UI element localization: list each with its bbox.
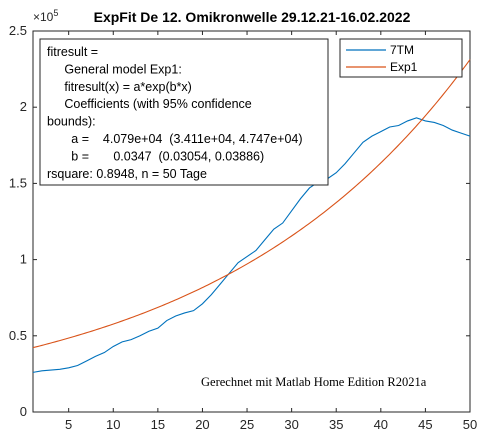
fit-result-box — [39, 38, 329, 186]
fit-result-line: Coefficients (with 95% confidence — [47, 97, 252, 111]
fit-result-line: General model Exp1: — [47, 62, 182, 76]
fit-result-line: fitresult(x) = a*exp(b*x) — [47, 80, 192, 94]
x-tick-label: 5 — [65, 417, 72, 432]
x-tick-label: 10 — [106, 417, 120, 432]
x-tick-label: 45 — [418, 417, 432, 432]
legend-label-exp1: Exp1 — [390, 60, 418, 74]
x-tick-label: 50 — [463, 417, 477, 432]
x-tick-label: 40 — [374, 417, 388, 432]
series-line-exp1 — [32, 59, 471, 349]
y-tick-label: 1 — [20, 252, 27, 267]
y-axis: 0 0.5 1 1.5 2 2.5 — [9, 23, 470, 419]
fit-result-text: fitresult = General model Exp1: fitresul… — [47, 45, 303, 181]
chart-title: ExpFit De 12. Omikronwelle 29.12.21-16.0… — [94, 9, 411, 25]
software-note: Gerechnet mit Matlab Home Edition R2021a — [201, 375, 427, 389]
x-tick-label: 25 — [240, 417, 254, 432]
x-axis: 5 10 15 20 25 30 35 40 45 50 — [65, 31, 477, 432]
y-tick-label: 2.5 — [9, 23, 27, 38]
series-line-7tm — [32, 117, 471, 373]
fit-result-line: fitresult = — [47, 45, 98, 59]
x-tick-label: 20 — [195, 417, 209, 432]
legend-box — [339, 38, 463, 78]
x-tick-label: 30 — [284, 417, 298, 432]
fit-result-line: rsquare: 0.8948, n = 50 Tage — [47, 167, 207, 181]
series-layer — [32, 59, 471, 373]
y-tick-label: 0.5 — [9, 328, 27, 343]
fit-result-line: bounds): — [47, 115, 96, 129]
fit-result-line: a = 4.079e+04 (3.411e+04, 4.747e+04) — [47, 132, 303, 146]
x-tick-label: 35 — [329, 417, 343, 432]
y-exponent-label: ×105 — [33, 8, 58, 24]
y-tick-label: 2 — [20, 99, 27, 114]
fit-result-line: b = 0.0347 (0.03054, 0.03886) — [47, 149, 264, 163]
x-tick-label: 15 — [151, 417, 165, 432]
y-tick-label: 1.5 — [9, 175, 27, 190]
y-tick-label: 0 — [20, 404, 27, 419]
legend-label-7tm: 7TM — [390, 43, 414, 57]
